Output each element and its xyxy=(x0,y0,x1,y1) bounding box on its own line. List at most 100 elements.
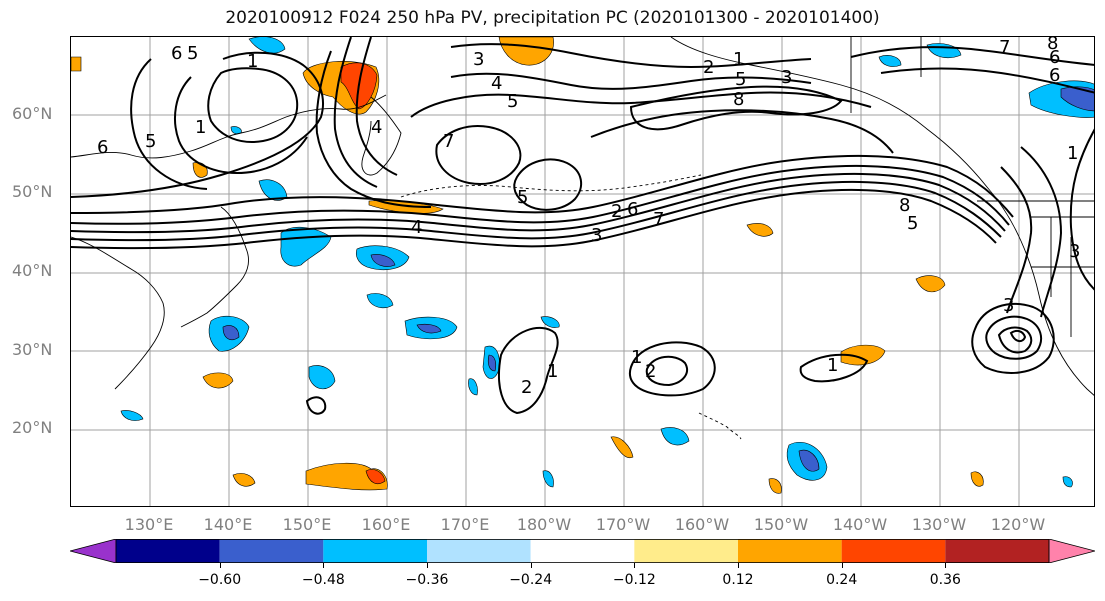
pv-contour xyxy=(997,326,1033,354)
precip-negative-patch xyxy=(540,316,560,328)
pv-contour xyxy=(71,51,324,198)
pv-contour xyxy=(450,72,812,90)
pv-contour xyxy=(590,109,894,154)
precip-negative-patch xyxy=(308,365,336,390)
contour-label: 1 xyxy=(733,49,744,70)
pv-precipitation-map: 6 5 1 3 4 5 1 2 3 5 8 7 6 8 6 4 5 6 7 1 … xyxy=(71,37,1094,506)
precip-negative-patch xyxy=(248,37,286,54)
colorbar-tick-mark xyxy=(841,563,843,568)
colorbar xyxy=(70,539,1095,563)
north-america-coastline xyxy=(1020,240,1094,396)
contour-label: 3 xyxy=(1069,241,1080,262)
precip-negative-patch xyxy=(468,378,478,396)
lat-label-60n: 60°N xyxy=(12,104,53,123)
precip-positive-patch xyxy=(840,344,886,366)
pv-contour xyxy=(333,37,378,188)
pv-contours xyxy=(71,37,1094,415)
contour-label: 5 xyxy=(735,69,746,90)
pv-contour xyxy=(799,353,869,383)
lon-label-160e: 160°E xyxy=(361,515,411,534)
pv-contour xyxy=(985,315,1043,360)
contour-label: 6 xyxy=(97,137,108,158)
coastlines xyxy=(71,37,1094,440)
contour-label: 1 xyxy=(1067,143,1078,164)
contour-label: 2 xyxy=(521,377,532,398)
colorbar-tick-mark xyxy=(323,563,325,568)
precip-negative-patch xyxy=(416,323,442,334)
pv-contour xyxy=(305,396,327,415)
pv-contour xyxy=(628,341,716,397)
pv-contour xyxy=(880,67,1094,94)
lon-label-150e: 150°E xyxy=(282,515,332,534)
colorbar-extend-max xyxy=(1048,539,1095,563)
pv-contour xyxy=(971,303,1055,374)
lon-label-180w: 180°W xyxy=(516,515,572,534)
contour-label: 8 xyxy=(733,89,744,110)
pv-contour xyxy=(71,154,1014,218)
precip-positive-patch xyxy=(768,478,782,494)
contour-label: 5 xyxy=(517,187,528,208)
lat-label-30n: 30°N xyxy=(12,340,53,359)
precip-negative-patch xyxy=(1062,476,1073,488)
precip-negative-patch xyxy=(1060,86,1094,112)
pv-contour xyxy=(71,188,997,250)
colorbar-segments xyxy=(70,539,1095,563)
contour-label: 3 xyxy=(781,67,792,88)
lon-label-170e: 170°E xyxy=(440,515,490,534)
yukon-border xyxy=(850,37,922,113)
contour-label: 5 xyxy=(907,213,918,234)
contour-label: 3 xyxy=(1003,295,1014,316)
precip-negative-patch xyxy=(542,470,554,488)
contour-label: 1 xyxy=(547,361,558,382)
colorbar-tick-label: −0.60 xyxy=(198,572,242,588)
colorbar-tick-mark xyxy=(634,563,636,568)
precip-negative-patch xyxy=(280,226,332,267)
lon-label-170w: 170°W xyxy=(595,515,651,534)
contour-label: 4 xyxy=(411,217,422,238)
contour-label: 1 xyxy=(827,355,838,376)
precip-positive-patch xyxy=(915,275,946,293)
colorbar-tick-label: 0.12 xyxy=(722,572,754,588)
lon-label-130e: 130°E xyxy=(124,515,174,534)
colorbar-segment xyxy=(738,539,842,563)
lat-label-20n: 20°N xyxy=(12,418,53,437)
precip-positive-patch xyxy=(232,473,256,487)
colorbar-segment xyxy=(841,539,946,563)
colorbar-tick-mark xyxy=(945,563,947,568)
lon-label-150w: 150°W xyxy=(753,515,809,534)
contour-label: 1 xyxy=(195,117,206,138)
pv-contour xyxy=(450,43,812,69)
pv-contour xyxy=(1000,166,1033,314)
colorbar-segment xyxy=(219,539,324,563)
colorbar-tick-label: −0.24 xyxy=(509,572,553,588)
colorbar-segment xyxy=(945,539,1049,563)
precip-negative-patch xyxy=(222,325,240,340)
lon-label-120w: 120°W xyxy=(990,515,1046,534)
pv-contour xyxy=(130,58,208,190)
pv-contour xyxy=(71,164,1010,226)
lat-label-40n: 40°N xyxy=(12,261,53,280)
precip-positive-patch xyxy=(365,469,386,484)
contour-label: 7 xyxy=(653,209,664,230)
precip-negative-patch xyxy=(926,43,962,58)
contour-label: 5 xyxy=(145,131,156,152)
aleutian-islands xyxy=(400,174,702,198)
colorbar-tick-mark xyxy=(530,563,532,568)
contour-label: 6 xyxy=(1049,47,1060,68)
colorbar-segment xyxy=(427,539,531,563)
us-state-borders xyxy=(1031,216,1094,337)
colorbar-extend-min xyxy=(70,539,117,563)
lat-lon-gridlines xyxy=(71,37,1094,506)
precipitation-shading xyxy=(71,37,1094,494)
contour-label: 5 xyxy=(507,91,518,112)
lon-label-140e: 140°E xyxy=(203,515,253,534)
precip-positive-patch xyxy=(610,436,634,459)
pv-contour xyxy=(315,50,432,208)
pv-contour xyxy=(497,327,559,415)
contour-label: 3 xyxy=(591,225,602,246)
contour-label: 6 xyxy=(1049,65,1060,86)
hawaii-islands xyxy=(698,412,742,440)
colorbar-tick-label: −0.48 xyxy=(301,572,345,588)
contour-label: 1 xyxy=(247,51,258,72)
contour-label: 5 xyxy=(187,43,198,64)
